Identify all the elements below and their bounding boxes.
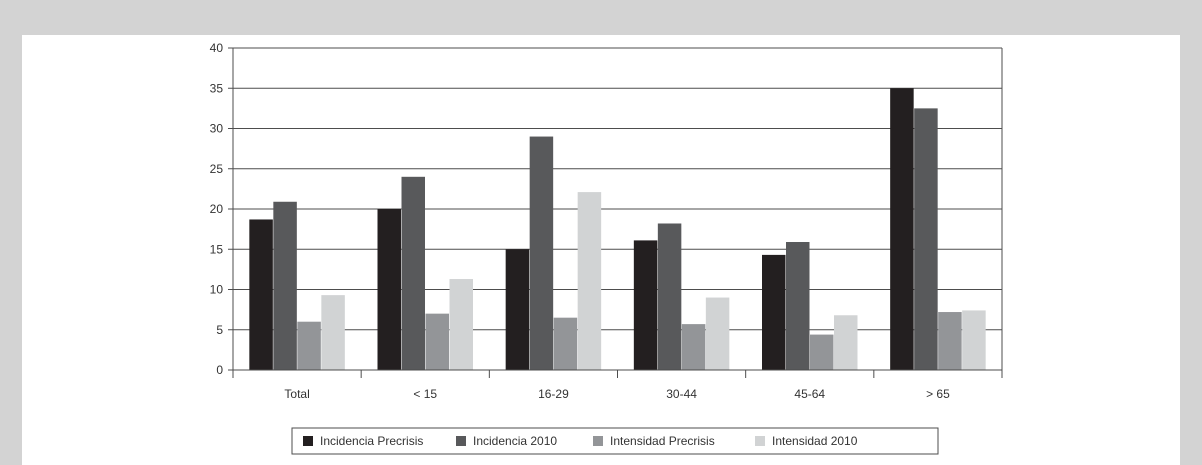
y-tick-label: 25 xyxy=(210,162,224,176)
legend-label: Intensidad 2010 xyxy=(772,434,858,448)
x-tick-label: 45-64 xyxy=(794,387,825,401)
y-tick-label: 35 xyxy=(210,81,224,95)
bar xyxy=(762,255,786,370)
legend-swatch xyxy=(755,436,765,446)
bar xyxy=(273,202,297,370)
x-tick-label: < 15 xyxy=(413,387,437,401)
legend: Incidencia Precrisis Incidencia 2010 Inten… xyxy=(292,428,938,454)
chart-panel: 0 5 10 15 20 25 30 35 40 Total < 15 16-29 30-44 45-64… xyxy=(22,35,1180,465)
bars xyxy=(249,88,985,370)
y-tick-label: 0 xyxy=(216,363,223,377)
legend-swatch xyxy=(593,436,603,446)
legend-label: Intensidad Precrisis xyxy=(610,434,715,448)
bar xyxy=(914,108,938,370)
y-tick-label: 5 xyxy=(216,323,223,337)
bar xyxy=(706,298,730,370)
bar xyxy=(378,209,402,370)
bar xyxy=(249,219,272,370)
y-tick-label: 30 xyxy=(210,122,224,136)
bar xyxy=(786,242,810,370)
bar xyxy=(938,312,962,370)
gridlines xyxy=(233,48,1002,330)
bar xyxy=(506,249,529,370)
bar xyxy=(658,223,682,370)
legend-label: Incidencia Precrisis xyxy=(320,434,423,448)
x-tick-label: 16-29 xyxy=(538,387,569,401)
bar xyxy=(402,177,426,370)
bar xyxy=(426,314,450,370)
bar-chart: 0 5 10 15 20 25 30 35 40 Total < 15 16-29 30-44 45-64… xyxy=(22,35,1180,465)
y-tick-label: 20 xyxy=(210,202,224,216)
bar xyxy=(554,318,578,370)
bar xyxy=(297,322,321,370)
x-tick-label: 30-44 xyxy=(666,387,697,401)
bar xyxy=(890,88,914,370)
bar xyxy=(682,324,706,370)
legend-label: Incidencia 2010 xyxy=(473,434,557,448)
bar xyxy=(634,240,658,370)
bar xyxy=(810,335,834,370)
y-tick-label: 40 xyxy=(210,41,224,55)
legend-swatch xyxy=(303,436,313,446)
y-tick-label: 15 xyxy=(210,242,224,256)
bar xyxy=(450,279,474,370)
bar xyxy=(834,315,858,370)
bar xyxy=(321,295,345,370)
x-tick-label: > 65 xyxy=(926,387,950,401)
x-tick-label: Total xyxy=(284,387,309,401)
bar xyxy=(530,137,554,370)
bar xyxy=(962,310,986,370)
y-tick-label: 10 xyxy=(210,283,224,297)
bar xyxy=(578,192,602,370)
legend-swatch xyxy=(456,436,466,446)
